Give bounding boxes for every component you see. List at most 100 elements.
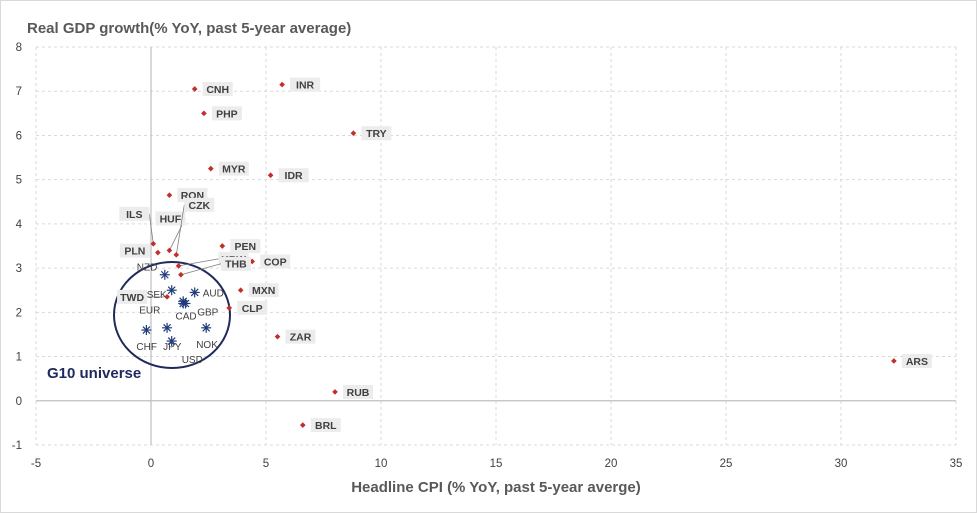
g10-label: JPY	[163, 342, 182, 353]
data-label-box	[117, 289, 148, 304]
data-label: IDR	[285, 170, 304, 182]
data-label: COP	[264, 256, 287, 268]
g10-marker-stroke	[167, 286, 176, 295]
point-ars: ARS	[891, 353, 932, 368]
data-label: MXN	[252, 285, 275, 297]
g10-point-jpy: JPY	[162, 322, 182, 353]
x-tick-label: 35	[950, 458, 963, 470]
point-inr: INR	[279, 77, 321, 92]
g10-marker-stroke	[202, 323, 211, 332]
data-label: BRL	[315, 420, 337, 432]
data-point-marker	[207, 165, 214, 172]
g10-marker-stroke	[163, 323, 172, 332]
data-label-box	[155, 211, 186, 226]
x-tick-label: 25	[720, 458, 733, 470]
data-point-marker	[274, 333, 281, 340]
point-pen: PEN	[219, 239, 261, 253]
data-point-marker	[201, 110, 207, 117]
y-tick-label: 4	[16, 219, 23, 231]
y-tick-label: 6	[16, 130, 22, 142]
g10-marker-stroke	[190, 288, 199, 297]
data-point-marker	[350, 130, 357, 137]
g10-point-nzd: NZD	[137, 263, 170, 280]
point-try: TRY	[350, 126, 392, 141]
y-axis-label: Real GDP growth(% YoY, past 5-year avera…	[27, 20, 351, 37]
points: CNHINRPHPTRYMYRIDRRONILSHUFCZKPLNPENKRWC…	[117, 77, 932, 433]
leader-line	[180, 263, 222, 276]
x-tick-label: 15	[490, 458, 503, 470]
axes: -5 0 5 10 15 20 25 30 35 -1 0 1 2 3 4 5 6 7 8	[12, 42, 963, 470]
x-tick-label: 10	[375, 458, 388, 470]
data-point-marker	[178, 271, 184, 278]
g10-circle	[113, 261, 231, 369]
g10-label: USD	[182, 355, 203, 366]
g10-marker-stroke	[142, 326, 151, 334]
data-label-box	[230, 239, 261, 253]
y-tick-label: -1	[12, 440, 22, 452]
data-label-box	[211, 106, 242, 121]
point-thb: THB	[178, 256, 251, 278]
g10-label: AUD	[203, 288, 224, 299]
data-label: TWD	[120, 292, 144, 304]
data-point-marker	[155, 249, 161, 256]
x-axis-label: Headline CPI (% YoY, past 5-year averge)	[351, 479, 641, 496]
data-point-marker	[175, 263, 182, 269]
data-label: PEN	[235, 241, 257, 253]
point-pln: PLN	[119, 243, 161, 258]
data-point-marker	[166, 192, 173, 198]
g10-point-usd: USD	[166, 336, 203, 366]
x-tick-label: 30	[835, 458, 848, 470]
data-label: MYR	[222, 164, 246, 176]
y-tick-label: 0	[16, 396, 22, 408]
data-label: INR	[296, 80, 315, 92]
point-php: PHP	[201, 106, 242, 121]
g10-label: EUR	[139, 305, 160, 316]
data-point-marker	[299, 422, 306, 428]
data-label-box	[184, 197, 215, 212]
point-zar: ZAR	[274, 329, 316, 344]
data-point-marker	[332, 389, 338, 395]
data-label-box	[119, 243, 150, 258]
data-label: HUF	[160, 213, 182, 225]
point-brl: BRL	[299, 418, 341, 433]
leader-line	[175, 204, 185, 255]
g10-point-nok: NOK	[196, 322, 218, 351]
g10-point-eur: EUR	[139, 298, 189, 316]
g10-label: CHF	[136, 342, 157, 353]
data-point-marker	[150, 240, 157, 247]
g10-label: NZD	[137, 263, 158, 274]
data-label-box	[901, 353, 932, 368]
point-clp: CLP	[226, 300, 268, 315]
data-label-box	[260, 254, 291, 269]
data-label-box	[220, 256, 251, 271]
data-point-marker	[191, 86, 198, 92]
data-point-marker	[891, 358, 897, 364]
point-huf: HUF	[155, 211, 186, 254]
y-tick-label: 7	[16, 86, 22, 98]
x-tick-label: 5	[263, 458, 269, 470]
leader-line	[178, 258, 219, 267]
grid	[35, 46, 957, 446]
data-label: ARS	[906, 356, 928, 368]
y-tick-label: 2	[16, 307, 22, 319]
point-cnh: CNH	[191, 82, 233, 97]
data-label-box	[248, 283, 279, 298]
point-idr: IDR	[267, 168, 309, 183]
x-tick-label: -5	[31, 458, 41, 470]
data-label-box	[285, 329, 316, 344]
point-twd: TWD	[117, 289, 170, 304]
point-rub: RUB	[332, 384, 373, 399]
g10-label: CAD	[176, 311, 197, 322]
g10-label: GBP	[197, 307, 218, 318]
data-label: CNH	[206, 84, 229, 96]
data-label: ILS	[126, 209, 142, 221]
point-czk: CZK	[173, 197, 215, 258]
data-point-marker	[226, 305, 233, 311]
data-label-box	[310, 418, 341, 433]
y-tick-label: 8	[16, 42, 22, 54]
point-cop: COP	[249, 254, 291, 269]
